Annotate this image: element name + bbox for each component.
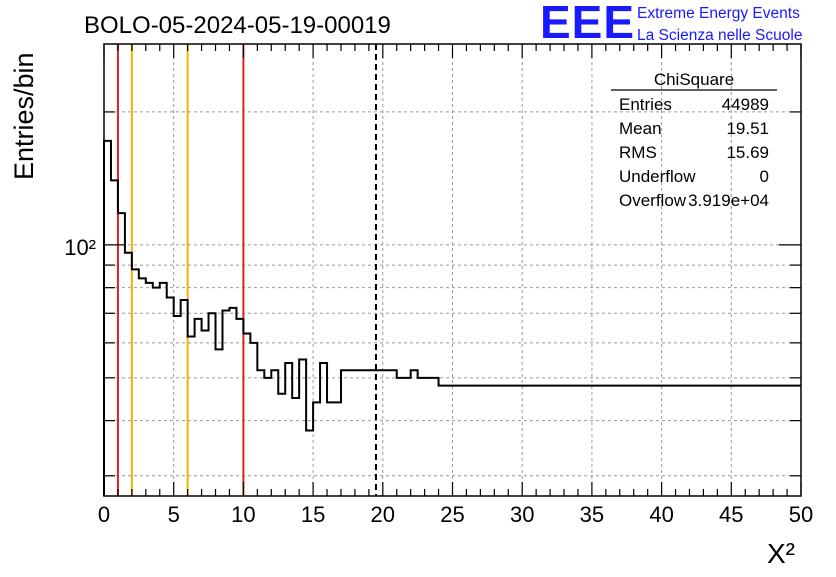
stats-value-rms: 15.69 — [726, 143, 769, 162]
eee-logo: EEE Extreme Energy Events La Scienza nel… — [540, 0, 802, 48]
axis-frame — [103, 43, 802, 497]
stats-label-underflow: Underflow — [619, 167, 696, 186]
stats-label-mean: Mean — [619, 119, 662, 138]
x-tick-label: 10 — [231, 502, 255, 527]
x-tick-label: 45 — [719, 502, 743, 527]
x-tick-label: 40 — [649, 502, 673, 527]
chart-title: BOLO-05-2024-05-19-00019 — [84, 12, 391, 39]
stats-box: ChiSquare Entries 44989 Mean 19.51 RMS 15.69 U… — [611, 70, 777, 210]
stats-rows: Entries 44989 Mean 19.51 RMS 15.69 Underflow 0 O… — [619, 95, 769, 210]
x-tick-label: 30 — [510, 502, 534, 527]
stats-label-entries: Entries — [619, 95, 672, 114]
reference-lines — [116, 44, 377, 496]
x-tick-label: 5 — [168, 502, 180, 527]
stats-value-overflow: 3.919e+04 — [688, 191, 769, 210]
x-axis-label: X² — [767, 538, 795, 569]
stats-value-mean: 19.51 — [726, 119, 769, 138]
x-tick-label: 35 — [580, 502, 604, 527]
stats-value-entries: 44989 — [722, 95, 769, 114]
stats-label-rms: RMS — [619, 143, 657, 162]
stats-value-underflow: 0 — [760, 167, 769, 186]
y-tick-label: 10² — [64, 235, 96, 260]
grid-layer — [104, 44, 801, 496]
x-axis-label-text: X² — [767, 538, 795, 569]
logo-big-text: EEE — [540, 0, 635, 48]
x-tick-label: 0 — [98, 502, 110, 527]
x-tick-label: 50 — [789, 502, 813, 527]
x-tick-label: 20 — [371, 502, 395, 527]
x-tick-label: 15 — [301, 502, 325, 527]
logo-line-2: La Scienza nelle Scuole — [637, 27, 802, 44]
y-axis-label: Entries/bin — [9, 52, 39, 180]
tick-labels: 0 5 10 15 20 25 30 35 40 45 50 10² — [64, 235, 813, 527]
x-tick-label: 25 — [440, 502, 464, 527]
logo-line-1: Extreme Energy Events — [637, 5, 800, 22]
histogram-outline — [103, 139, 801, 496]
stats-title: ChiSquare — [654, 70, 734, 89]
stats-label-overflow: Overflow — [619, 191, 687, 210]
histogram-series — [103, 139, 801, 496]
